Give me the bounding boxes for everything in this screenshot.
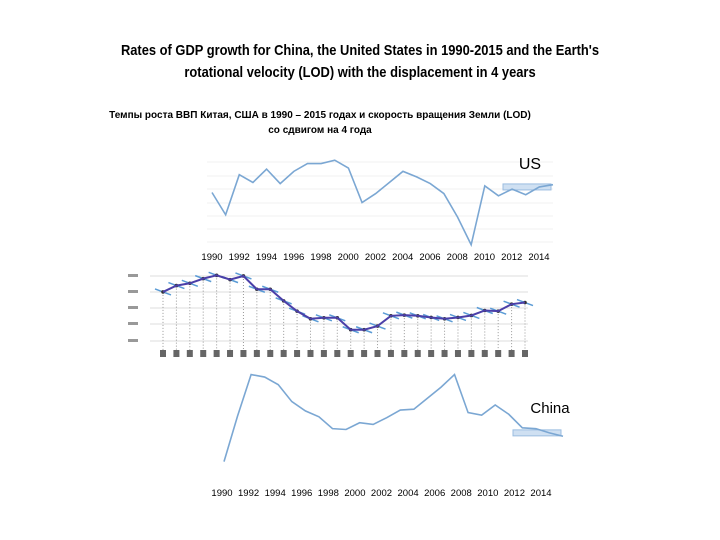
x-tick-label: 2006 [424,488,445,499]
subtitle: Темпы роста ВВП Китая, США в 1990 – 2015… [0,108,640,138]
x-tick-marker [441,350,448,357]
series-label: China [530,400,570,417]
x-tick-marker [374,350,381,357]
x-tick-label: 2000 [338,252,359,263]
y-tick-mark [128,274,138,277]
x-tick-marker [227,350,234,357]
x-tick-label: 2008 [451,488,472,499]
title-line-1: Rates of GDP growth for China, the Unite… [120,42,600,59]
x-tick-label: 1996 [283,252,304,263]
x-tick-label: 1992 [238,488,259,499]
title-line-2: rotational velocity (LOD) with the displ… [184,64,536,81]
x-tick-marker [186,350,193,357]
x-tick-label: 1994 [265,488,286,499]
x-tick-label: 1990 [201,252,222,263]
x-tick-marker [267,350,274,357]
x-tick-marker [294,350,301,357]
x-tick-label: 2008 [447,252,468,263]
x-tick-marker [213,350,220,357]
x-tick-label: 1990 [211,488,232,499]
legend-box [502,183,552,191]
x-tick-marker [173,350,180,357]
x-tick-label: 2006 [419,252,440,263]
x-tick-marker [522,350,528,357]
x-tick-marker [495,350,502,357]
x-tick-marker [334,350,341,357]
x-tick-marker [468,350,475,357]
x-tick-label: 2010 [474,252,495,263]
x-tick-label: 1996 [291,488,312,499]
x-tick-marker [320,350,327,357]
x-tick-label: 1994 [256,252,277,263]
x-tick-label: 1998 [318,488,339,499]
subtitle-line-2: со сдвигом на 4 года [268,125,372,136]
legend-box [512,429,562,437]
series-label: US [519,156,541,173]
x-tick-label: 2004 [398,488,419,499]
x-tick-label: 2014 [530,488,551,499]
x-tick-marker [508,350,515,357]
x-tick-label: 1998 [310,252,331,263]
x-tick-label: 2012 [501,252,522,263]
series-line-2 [223,373,564,462]
y-tick-mark [128,306,138,309]
series-line-0 [211,159,554,248]
x-tick-marker [454,350,461,357]
x-tick-marker [307,350,314,357]
x-tick-marker [160,350,166,357]
x-tick-marker [280,350,287,357]
x-tick-marker [361,350,368,357]
x-tick-marker [481,350,488,357]
x-tick-marker [200,350,207,357]
x-tick-marker [414,350,421,357]
x-tick-marker [428,350,435,357]
x-tick-marker [387,350,394,357]
x-tick-label: 2004 [392,252,413,263]
x-tick-label: 2000 [344,488,365,499]
x-tick-marker [347,350,354,357]
x-tick-label: 2002 [371,488,392,499]
x-tick-marker [401,350,408,357]
x-tick-marker [240,350,247,357]
y-tick-mark [128,322,138,325]
x-tick-marker [253,350,260,357]
x-tick-label: 2010 [477,488,498,499]
x-tick-label: 2014 [528,252,549,263]
subtitle-line-1: Темпы роста ВВП Китая, США в 1990 – 2015… [109,110,531,121]
series-line-1 [162,274,526,331]
y-tick-mark [128,339,138,342]
x-tick-label: 2012 [504,488,525,499]
y-tick-mark [128,290,138,293]
x-tick-label: 1992 [229,252,250,263]
x-tick-label: 2002 [365,252,386,263]
main-title: Rates of GDP growth for China, the Unite… [50,40,669,84]
